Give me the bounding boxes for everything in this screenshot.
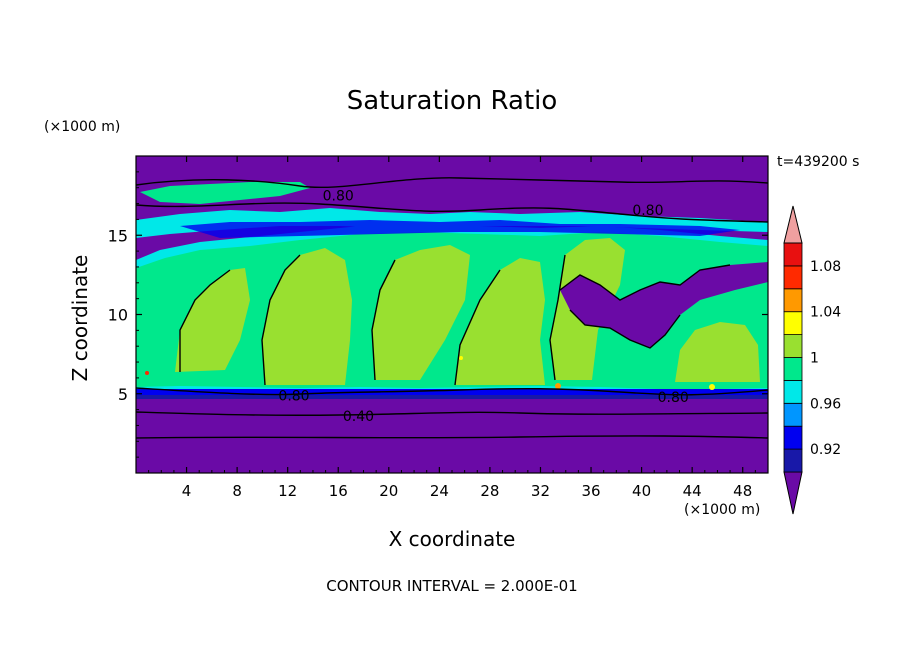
colorbar-level-label: 1 bbox=[810, 351, 819, 367]
contour-line-0-80-low bbox=[136, 387, 768, 396]
colorbar-swatch bbox=[783, 311, 803, 336]
y-axis-ticks: 5 10 15 bbox=[108, 171, 768, 458]
colorbar-level-label: 1.08 bbox=[810, 259, 841, 275]
z-axis-unit: (×1000 m) bbox=[44, 119, 121, 135]
colorbar-level-label: 0.96 bbox=[810, 396, 841, 412]
region-lower-navy-band bbox=[136, 395, 768, 399]
x-tick-label: 32 bbox=[531, 482, 550, 500]
y-tick-label: 10 bbox=[108, 306, 128, 325]
contour-line-lowest bbox=[136, 435, 768, 439]
x-tick-label: 24 bbox=[430, 482, 449, 500]
colorbar-swatch bbox=[783, 402, 803, 427]
contour-field bbox=[136, 156, 768, 473]
colorbar-arrow-low bbox=[783, 471, 803, 515]
region-lime-1 bbox=[175, 268, 250, 372]
contour-line-0-40 bbox=[136, 411, 768, 416]
contour-line-upper-2 bbox=[136, 202, 768, 223]
x-tick-label: 12 bbox=[278, 482, 297, 500]
colorbar-level-label: 0.92 bbox=[810, 442, 841, 458]
x-tick-label: 16 bbox=[329, 482, 348, 500]
colorbar-arrow-high bbox=[783, 205, 803, 244]
colorbar-swatch bbox=[783, 265, 803, 290]
contour-label: 0.80 bbox=[632, 203, 663, 219]
region-lime-2 bbox=[262, 248, 352, 385]
y-tick-label: 5 bbox=[118, 385, 128, 404]
colorbar-swatch bbox=[783, 425, 803, 450]
speck-orange bbox=[555, 383, 561, 389]
region-dry-intrusion bbox=[560, 262, 768, 348]
colorbar-level-label: 1.04 bbox=[810, 305, 841, 321]
speck-red bbox=[145, 371, 149, 375]
contour-labels: 0.80 0.80 0.80 0.80 0.40 bbox=[278, 189, 688, 425]
colorbar-swatch bbox=[783, 334, 803, 358]
x-axis-unit: (×1000 m) bbox=[684, 502, 761, 518]
colorbar-swatch bbox=[783, 379, 803, 404]
x-tick-label: 20 bbox=[379, 482, 398, 500]
colorbar: 0.92 0.96 1 1.04 1.08 bbox=[783, 205, 841, 515]
contour-label: 0.80 bbox=[323, 189, 354, 205]
region-lime-3 bbox=[372, 245, 470, 380]
speck-yellow-2 bbox=[459, 356, 463, 360]
x-axis-ticks: 4 8 12 16 20 24 28 32 36 40 44 48 bbox=[148, 156, 756, 500]
region-lime-6 bbox=[675, 322, 760, 382]
x-axis-label: X coordinate bbox=[388, 527, 516, 551]
chart-title: Saturation Ratio bbox=[346, 86, 558, 116]
region-upper-blue-patch bbox=[180, 220, 740, 238]
contour-line-upper-1 bbox=[136, 177, 768, 189]
contour-line-intrusion bbox=[559, 264, 731, 349]
colorbar-swatch bbox=[783, 448, 803, 473]
x-tick-label: 48 bbox=[733, 482, 752, 500]
contour-interval-label: CONTOUR INTERVAL = 2.000E-01 bbox=[326, 577, 578, 595]
x-tick-label: 28 bbox=[480, 482, 499, 500]
contour-label: 0.80 bbox=[278, 388, 309, 404]
contour-label: 0.80 bbox=[658, 390, 689, 406]
contour-lines bbox=[136, 177, 768, 439]
colorbar-swatch bbox=[783, 242, 803, 267]
x-tick-label: 36 bbox=[581, 482, 600, 500]
region-upper-streak-1 bbox=[140, 182, 310, 204]
region-lower-blue-band bbox=[136, 389, 768, 395]
x-tick-label: 40 bbox=[632, 482, 651, 500]
region-lime-4 bbox=[455, 258, 545, 385]
speck-yellow bbox=[709, 384, 715, 390]
contour-line-cloud-edge bbox=[179, 254, 566, 386]
contour-label: 0.40 bbox=[343, 409, 374, 425]
y-tick-label: 15 bbox=[108, 226, 128, 245]
x-tick-label: 44 bbox=[683, 482, 702, 500]
colorbar-swatch bbox=[783, 288, 803, 313]
time-label: t=439200 s bbox=[777, 154, 860, 170]
x-tick-label: 8 bbox=[232, 482, 242, 500]
x-tick-label: 4 bbox=[182, 482, 192, 500]
colorbar-swatch bbox=[783, 357, 803, 381]
